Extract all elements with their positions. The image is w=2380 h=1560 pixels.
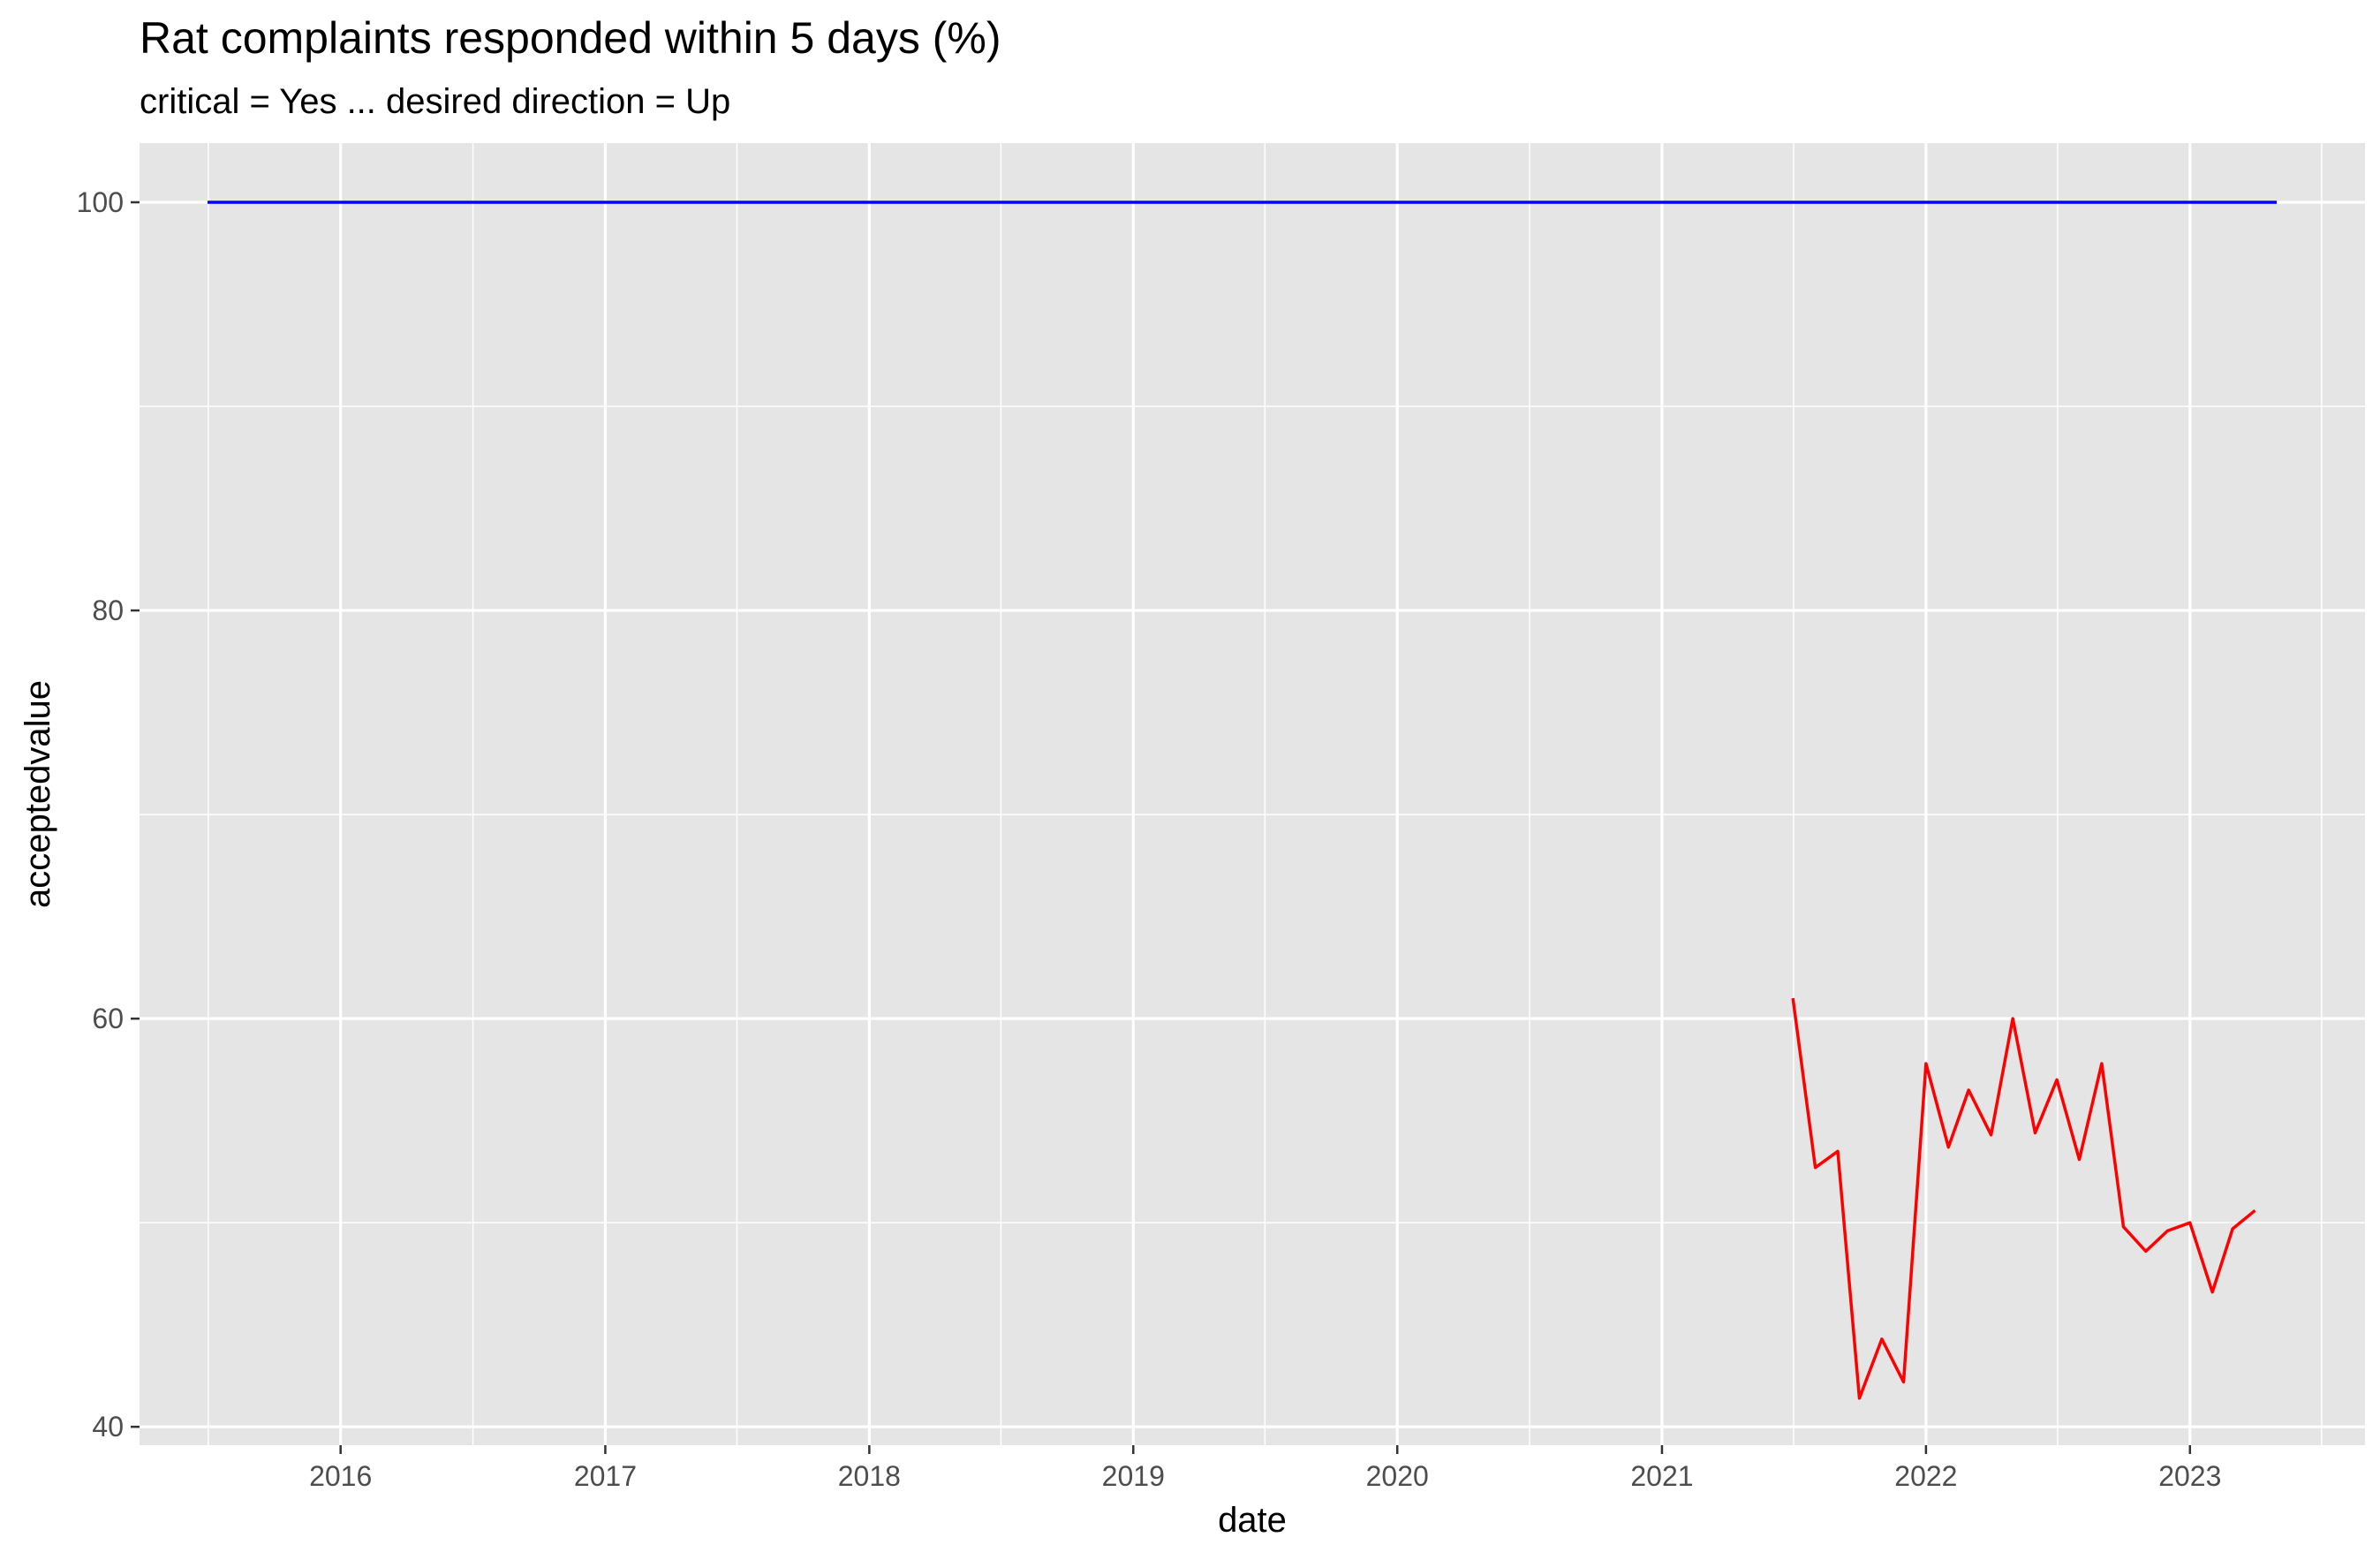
x-axis-tick-labels: 2016 2017 2018 2019 2020 2021 2022 2023 xyxy=(309,1460,2221,1492)
y-axis-title: acceptedvalue xyxy=(19,680,57,908)
axis-ticks xyxy=(131,201,2192,1454)
chart-title: Rat complaints responded within 5 days (… xyxy=(140,13,1001,63)
minor-gridlines xyxy=(140,143,2365,1445)
series-line-1 xyxy=(1791,997,2256,1400)
chart-subtitle: critical = Yes ... desired direction = U… xyxy=(140,82,730,121)
x-tick-label: 2022 xyxy=(1894,1460,1957,1492)
x-tick-label: 2016 xyxy=(309,1460,372,1492)
y-tick-label: 80 xyxy=(92,594,124,626)
x-tick-label: 2019 xyxy=(1102,1460,1165,1492)
series-layer xyxy=(207,201,2278,1400)
x-tick-label: 2018 xyxy=(838,1460,901,1492)
y-axis-tick-labels: 40 60 80 100 xyxy=(77,186,124,1443)
x-tick-label: 2021 xyxy=(1630,1460,1693,1492)
x-tick-label: 2023 xyxy=(2158,1460,2221,1492)
plot-panel xyxy=(140,143,2365,1445)
y-tick-label: 100 xyxy=(77,186,124,218)
y-tick-label: 60 xyxy=(92,1003,124,1034)
x-tick-label: 2017 xyxy=(574,1460,637,1492)
y-tick-label: 40 xyxy=(92,1411,124,1443)
x-tick-label: 2020 xyxy=(1366,1460,1429,1492)
x-axis-title: date xyxy=(1218,1501,1287,1540)
